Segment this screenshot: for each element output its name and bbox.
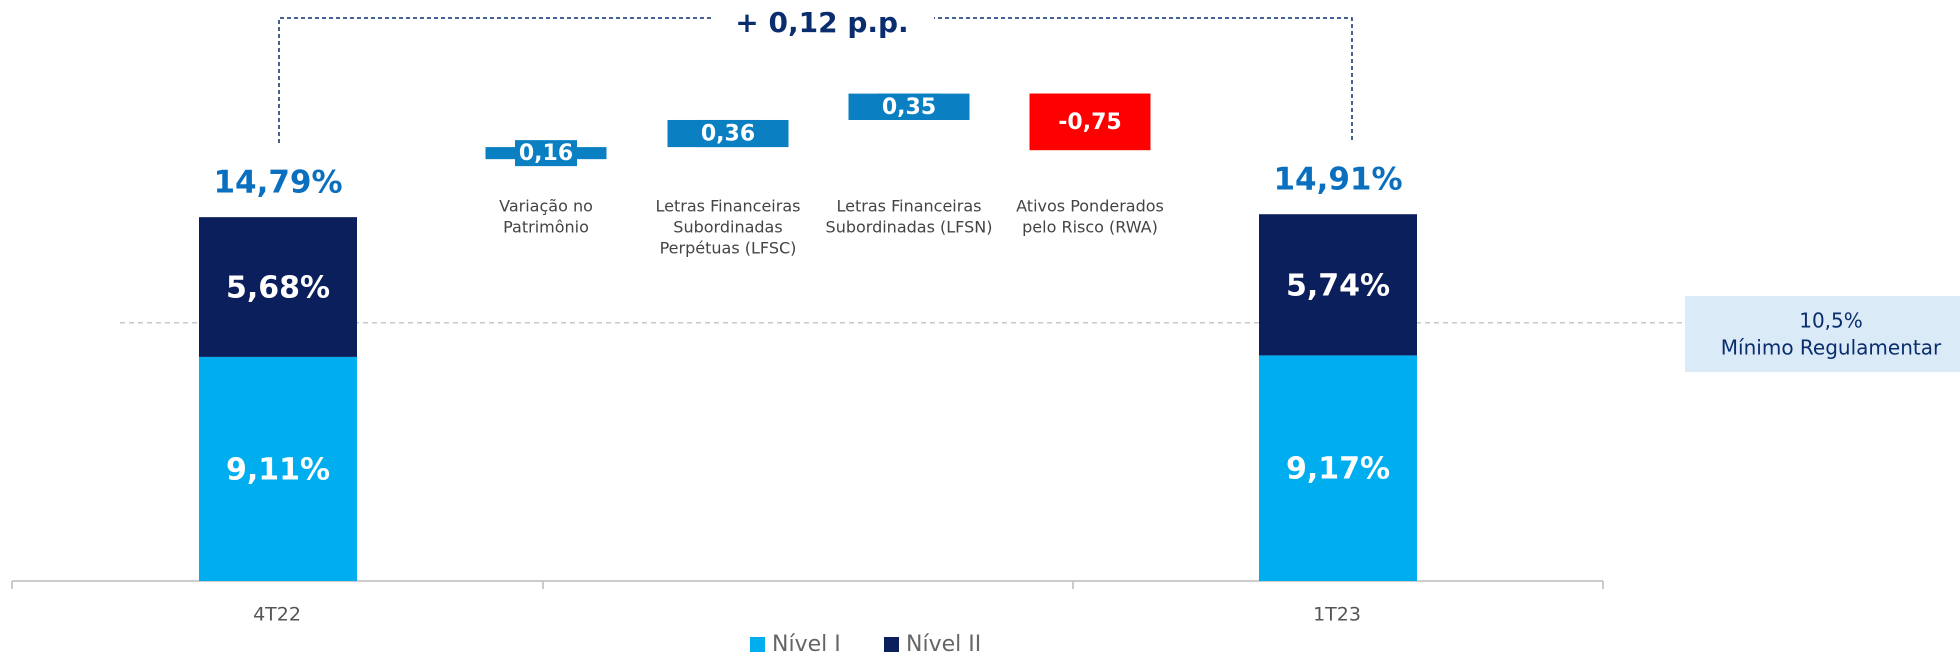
legend-swatch: [750, 637, 765, 652]
step-label-bg: [515, 140, 577, 167]
step-label: -0,75: [1058, 110, 1121, 135]
x-tick-label: 4T22: [253, 604, 301, 626]
bar-segment: [199, 217, 357, 357]
bar-segment: [1259, 355, 1417, 581]
x-tick-label: 1T23: [1313, 604, 1361, 626]
step-category: Subordinadas: [673, 218, 782, 237]
reference-text: Mínimo Regulamentar: [1721, 336, 1942, 360]
total-label: 14,79%: [213, 165, 342, 201]
step-category: Patrimônio: [503, 218, 589, 237]
step-category: pelo Risco (RWA): [1022, 218, 1158, 237]
step-label-bg: [1029, 93, 1151, 151]
segment-label: 5,68%: [226, 271, 330, 306]
annotation: + 0,12 p.p.: [735, 6, 908, 39]
segment-label: 9,17%: [1286, 452, 1390, 487]
legend-label: Nível II: [906, 632, 981, 656]
step-category: Variação no: [499, 197, 593, 216]
step-label-bg: [878, 93, 940, 120]
bar-segment: [1259, 214, 1417, 356]
legend-swatch: [884, 637, 899, 652]
segment-label: 5,74%: [1286, 268, 1390, 303]
step-category: Perpétuas (LFSC): [660, 239, 797, 258]
legend-label: Nível I: [772, 632, 841, 656]
step-label: 0,16: [519, 141, 573, 166]
annotation-bg: [712, 4, 934, 38]
step-category: Letras Financeiras: [837, 197, 982, 216]
step-category: Letras Financeiras: [656, 197, 801, 216]
segment-label: 9,11%: [226, 452, 330, 487]
step-category: Subordinadas (LFSN): [826, 218, 993, 237]
bar-segment: [199, 356, 357, 581]
reference-box: [1685, 296, 1960, 372]
step-label-bg: [697, 119, 759, 148]
reference-label: 10,5%: [1799, 309, 1863, 333]
total-label: 14,91%: [1273, 162, 1402, 198]
step-label: 0,36: [701, 122, 755, 147]
step-label: 0,35: [882, 95, 936, 120]
step-category: Ativos Ponderados: [1016, 197, 1164, 216]
